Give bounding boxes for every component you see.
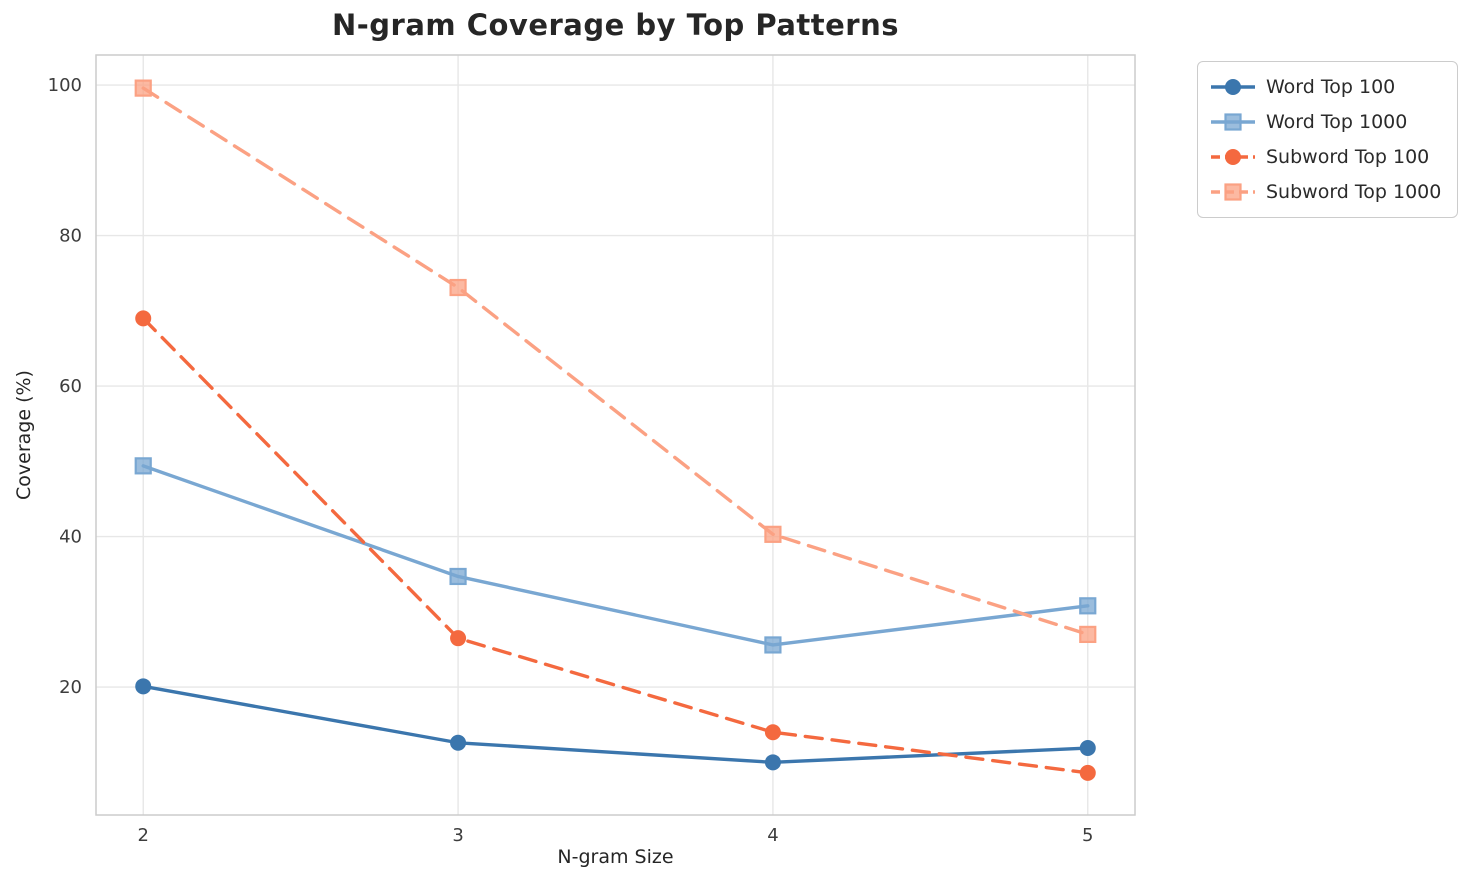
legend-item-word-top-1000: Word Top 1000	[1210, 108, 1441, 136]
legend-marker-sample	[1224, 113, 1242, 131]
y-axis-label: Coverage (%)	[13, 370, 35, 500]
y-tick-label: 100	[48, 75, 82, 96]
tick-labels: 20 40 60 80 100 2 3 4 5	[48, 75, 1094, 846]
series-line-subword-top-1000	[141, 86, 1090, 637]
x-axis-label: N-gram Size	[557, 846, 674, 868]
series-word-top-1000	[134, 457, 1097, 654]
series-word-top-100	[135, 678, 1096, 771]
data-point	[1079, 764, 1096, 781]
data-point	[764, 724, 781, 741]
data-point	[449, 567, 467, 586]
legend-marker-sample	[1225, 149, 1241, 165]
gridlines	[96, 55, 1135, 815]
data-point	[450, 734, 467, 751]
data-point	[449, 278, 467, 297]
data-point	[135, 678, 152, 695]
y-tick-label: 40	[59, 527, 82, 548]
x-tick-label: 3	[452, 825, 463, 846]
legend-label: Word Top 1000	[1266, 111, 1408, 133]
data-point	[764, 636, 782, 654]
data-point	[450, 630, 467, 647]
legend-item-word-top-100: Word Top 100	[1210, 73, 1441, 101]
x-tick-label: 2	[138, 825, 149, 846]
legend-circle-marker-icon	[1211, 149, 1255, 165]
y-tick-label: 80	[59, 226, 82, 247]
legend-label: Subword Top 100	[1266, 146, 1430, 168]
data-point	[135, 310, 152, 327]
data-point	[134, 457, 152, 475]
legend: Word Top 100 Word Top 1000 Subword Top 100…	[1197, 61, 1459, 218]
data-point	[1079, 625, 1097, 644]
series-line-subword-top-100	[141, 316, 1090, 775]
data-point	[1079, 597, 1097, 615]
legend-label: Word Top 100	[1266, 76, 1396, 98]
data-point	[1079, 740, 1096, 757]
data-point	[134, 79, 152, 97]
series-subword-top-100	[135, 310, 1096, 781]
legend-marker-sample	[1225, 79, 1241, 95]
series-line-word-top-100	[141, 684, 1090, 765]
legend-square-marker-icon	[1211, 183, 1255, 201]
legend-item-subword-top-100: Subword Top 100	[1210, 143, 1441, 171]
legend-item-subword-top-1000: Subword Top 1000	[1210, 178, 1441, 206]
x-tick-label: 5	[1082, 825, 1093, 846]
plot-spines	[95, 54, 1136, 816]
legend-square-marker-icon	[1211, 113, 1255, 131]
y-tick-label: 20	[59, 677, 82, 698]
x-tick-label: 4	[767, 825, 778, 846]
series-subword-top-1000	[134, 79, 1097, 644]
legend-circle-marker-icon	[1211, 79, 1255, 95]
legend-marker-sample	[1224, 183, 1242, 201]
data-point	[764, 754, 781, 771]
y-tick-label: 60	[59, 376, 82, 397]
series-line-word-top-1000	[141, 464, 1090, 647]
legend-label: Subword Top 1000	[1266, 181, 1442, 203]
data-point	[764, 525, 782, 543]
chart-title: N-gram Coverage by Top Patterns	[331, 8, 900, 42]
